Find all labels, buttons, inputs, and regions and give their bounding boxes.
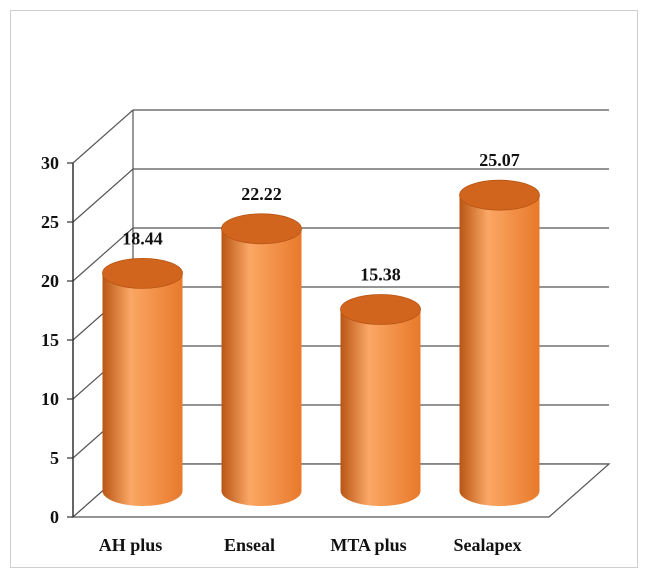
y-axis: 0 5 10 15 20 25 30 xyxy=(41,153,74,527)
bar-top xyxy=(340,294,421,325)
data-label: 15.38 xyxy=(360,265,401,285)
bar-mta-plus xyxy=(340,294,421,506)
side-wall-line xyxy=(72,168,134,223)
bar-body xyxy=(459,195,540,506)
bar-ah-plus xyxy=(102,258,183,506)
bar-enseal xyxy=(221,213,302,506)
bar-body xyxy=(102,273,183,506)
y-tick-label: 30 xyxy=(41,153,59,173)
labels: 18.44 AH plus 22.22 Enseal 15.38 MTA plus 25.0… xyxy=(99,150,522,555)
bars xyxy=(102,179,540,506)
y-tick-label: 5 xyxy=(50,448,59,468)
y-tick-label: 15 xyxy=(41,330,59,350)
side-wall-line xyxy=(72,109,134,164)
x-category-label: Enseal xyxy=(224,535,275,555)
bar-top xyxy=(459,179,540,211)
bar-body xyxy=(340,309,421,506)
chart-frame: 0 5 10 15 20 25 30 18.44 AH plus 22.22 Enseal 15.3… xyxy=(10,10,638,568)
bar-chart: 0 5 10 15 20 25 30 18.44 AH plus 22.22 Enseal 15.3… xyxy=(41,109,611,555)
bar-top xyxy=(102,258,183,289)
bar-body xyxy=(221,228,302,506)
y-tick-label: 10 xyxy=(41,389,59,409)
data-label: 22.22 xyxy=(241,184,282,204)
bar-sealapex xyxy=(459,179,540,506)
x-category-label: AH plus xyxy=(99,535,163,555)
y-tick-label: 0 xyxy=(50,507,59,527)
x-category-label: MTA plus xyxy=(330,535,406,555)
bar-top xyxy=(221,213,302,245)
side-wall-line xyxy=(72,227,134,282)
data-label: 18.44 xyxy=(122,228,163,248)
data-label: 25.07 xyxy=(479,150,520,170)
y-tick-label: 25 xyxy=(41,212,59,232)
y-tick-label: 20 xyxy=(41,271,59,291)
x-category-label: Sealapex xyxy=(453,535,521,555)
